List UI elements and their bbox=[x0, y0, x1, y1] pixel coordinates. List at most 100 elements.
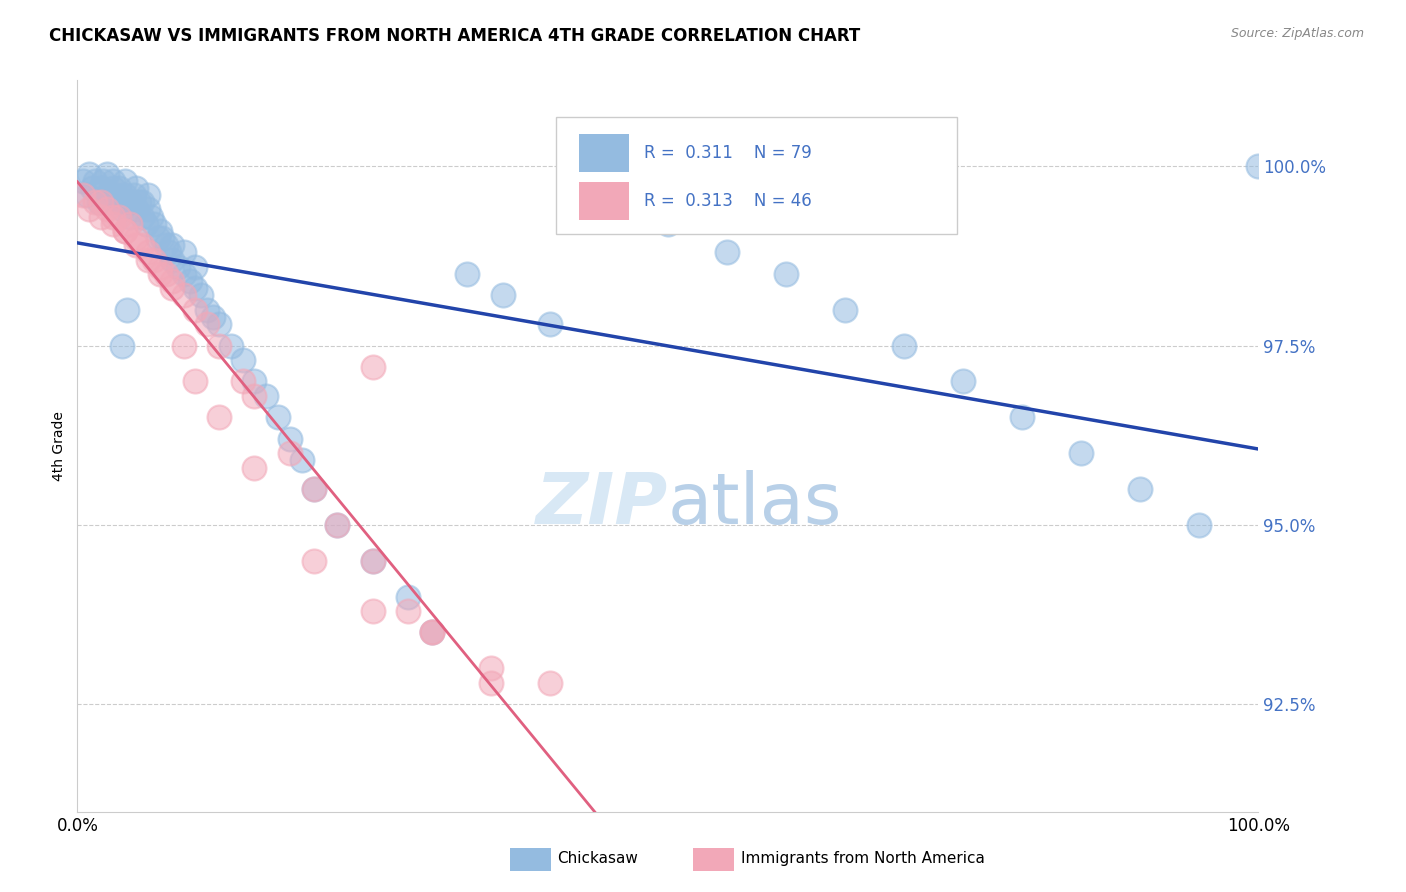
Point bbox=[107, 195, 129, 210]
Point bbox=[184, 375, 207, 389]
Point bbox=[84, 195, 107, 210]
Point bbox=[96, 202, 118, 217]
Point bbox=[90, 210, 112, 224]
Text: ZIP: ZIP bbox=[536, 470, 668, 539]
Point bbox=[131, 210, 153, 224]
Point bbox=[278, 432, 301, 446]
Point bbox=[184, 302, 207, 317]
Point bbox=[149, 260, 172, 274]
Point bbox=[302, 554, 325, 568]
Point bbox=[208, 338, 231, 352]
Point bbox=[114, 188, 136, 202]
Text: CHICKASAW VS IMMIGRANTS FROM NORTH AMERICA 4TH GRADE CORRELATION CHART: CHICKASAW VS IMMIGRANTS FROM NORTH AMERI… bbox=[49, 27, 860, 45]
Point bbox=[96, 167, 118, 181]
Point bbox=[326, 517, 349, 532]
Point bbox=[291, 453, 314, 467]
Point bbox=[120, 195, 142, 210]
Point bbox=[173, 245, 195, 260]
Point bbox=[491, 288, 513, 302]
Point bbox=[131, 238, 153, 252]
Point bbox=[125, 238, 148, 252]
Point bbox=[101, 181, 124, 195]
Point bbox=[128, 195, 150, 210]
Point bbox=[114, 224, 136, 238]
Point bbox=[1129, 482, 1152, 496]
Point bbox=[72, 174, 94, 188]
Point bbox=[243, 389, 266, 403]
Point bbox=[84, 174, 107, 188]
Point bbox=[538, 317, 561, 331]
Point bbox=[202, 310, 225, 324]
Point bbox=[114, 174, 136, 188]
Point bbox=[90, 195, 112, 210]
Point bbox=[122, 188, 145, 202]
Point bbox=[208, 317, 231, 331]
Point bbox=[1247, 159, 1270, 173]
Point bbox=[149, 267, 172, 281]
FancyBboxPatch shape bbox=[555, 117, 957, 234]
Point bbox=[173, 338, 195, 352]
Point bbox=[143, 252, 166, 267]
Point bbox=[107, 181, 129, 195]
Point bbox=[101, 174, 124, 188]
Text: R =  0.311    N = 79: R = 0.311 N = 79 bbox=[644, 144, 813, 161]
Point bbox=[125, 181, 148, 195]
Point bbox=[538, 675, 561, 690]
Point bbox=[160, 252, 183, 267]
Point bbox=[115, 195, 138, 210]
Point bbox=[149, 224, 172, 238]
Point bbox=[135, 217, 157, 231]
Point bbox=[243, 460, 266, 475]
Point bbox=[120, 210, 142, 224]
Point bbox=[302, 482, 325, 496]
Point bbox=[1070, 446, 1092, 460]
Point bbox=[150, 231, 173, 245]
Point bbox=[184, 260, 207, 274]
Point bbox=[136, 188, 159, 202]
Point bbox=[114, 224, 136, 238]
Point bbox=[219, 338, 242, 352]
FancyBboxPatch shape bbox=[579, 182, 628, 219]
Point bbox=[125, 202, 148, 217]
Point bbox=[420, 625, 443, 640]
Point bbox=[136, 252, 159, 267]
Point bbox=[195, 302, 218, 317]
Point bbox=[326, 517, 349, 532]
Point bbox=[657, 217, 679, 231]
Point bbox=[952, 375, 974, 389]
Point bbox=[155, 238, 177, 252]
Point bbox=[396, 590, 419, 604]
Point bbox=[278, 446, 301, 460]
Point bbox=[598, 195, 620, 210]
Point bbox=[101, 217, 124, 231]
Point bbox=[77, 167, 100, 181]
Point bbox=[96, 188, 118, 202]
Text: R =  0.313    N = 46: R = 0.313 N = 46 bbox=[644, 192, 813, 210]
Point bbox=[232, 375, 254, 389]
Point bbox=[160, 281, 183, 295]
Point bbox=[91, 174, 114, 188]
Point bbox=[143, 217, 166, 231]
Point bbox=[208, 410, 231, 425]
Point bbox=[155, 267, 177, 281]
Point bbox=[479, 661, 502, 675]
Point bbox=[139, 210, 162, 224]
Point bbox=[146, 231, 169, 245]
Point bbox=[716, 245, 738, 260]
Point bbox=[775, 267, 797, 281]
Point bbox=[420, 625, 443, 640]
Point bbox=[479, 675, 502, 690]
Point bbox=[100, 195, 122, 210]
Point bbox=[267, 410, 290, 425]
Point bbox=[107, 210, 129, 224]
Point bbox=[190, 288, 212, 302]
Point bbox=[243, 375, 266, 389]
Point bbox=[361, 554, 384, 568]
Point bbox=[136, 245, 159, 260]
Point bbox=[232, 353, 254, 368]
Point bbox=[111, 202, 134, 217]
Point bbox=[72, 188, 94, 202]
Text: Source: ZipAtlas.com: Source: ZipAtlas.com bbox=[1230, 27, 1364, 40]
Point bbox=[179, 274, 201, 288]
Point bbox=[115, 302, 138, 317]
